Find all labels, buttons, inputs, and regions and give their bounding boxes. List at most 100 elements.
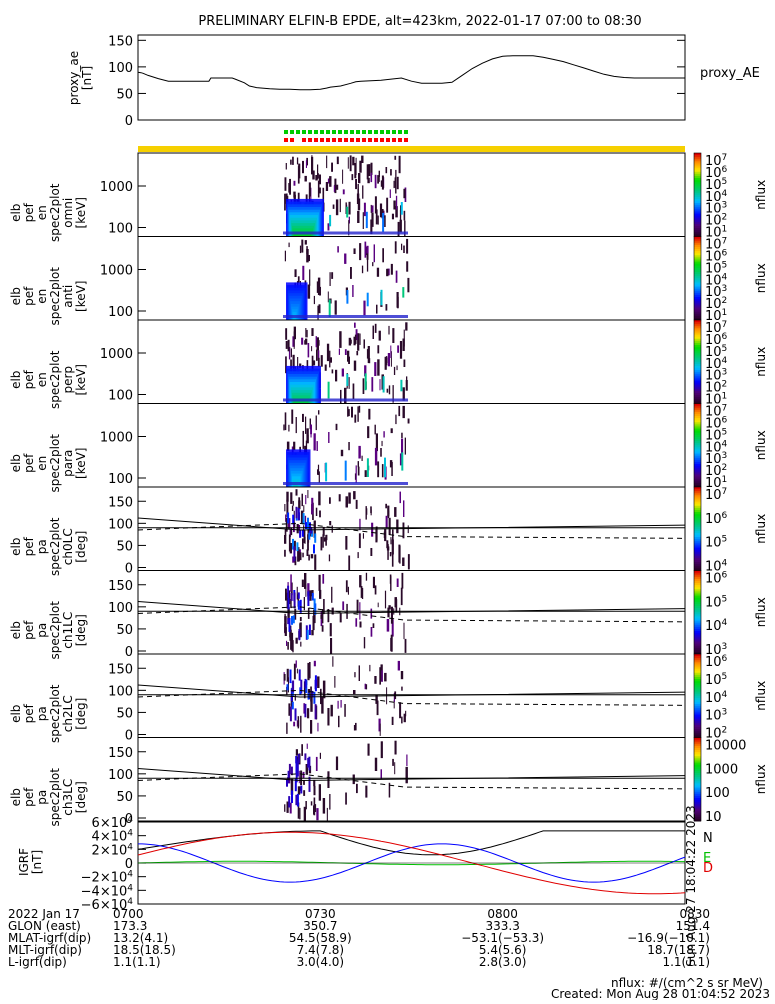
spectrogram-pixel (313, 779, 316, 787)
spectrogram-ylabel-line: elb (9, 287, 23, 305)
spectrogram-pixel (285, 588, 287, 601)
colorbar-label-text: nflux (754, 597, 768, 627)
spectrogram-pixel (289, 529, 291, 537)
colorbar-cell (694, 539, 701, 542)
spectrogram-pixel (348, 492, 351, 504)
colorbar-cell (694, 595, 701, 599)
colorbar-cell (694, 605, 701, 609)
spectrogram-streak (290, 593, 293, 601)
colorbar-cell (694, 342, 701, 346)
spectrogram-streak (288, 796, 291, 808)
ephemeris-green-mark (290, 130, 294, 134)
spectrogram-pixel (356, 783, 358, 794)
colorbar-cell (694, 192, 701, 196)
colorbar-cell (694, 207, 701, 210)
proxy-ae-ylabel-unit: [nT] (80, 66, 94, 90)
spectrogram-streak (288, 763, 291, 775)
spectrogram-pixel (376, 267, 380, 277)
colorbar-cell (694, 449, 701, 453)
spectrogram-pixel (335, 423, 338, 431)
spectrogram-pixel (332, 204, 335, 209)
spectrogram-pixel (374, 362, 377, 376)
spectrogram-pixel (312, 621, 315, 631)
spectrogram-ytick-label: 1000 (100, 264, 133, 279)
spectrogram-pixel (289, 802, 292, 814)
colorbar-frame (693, 737, 702, 822)
colorbar-tick-label: 102 (705, 726, 727, 742)
spectrogram-pixel (386, 388, 389, 393)
spectrogram-pixel (377, 175, 379, 184)
colorbar-label-text: nflux (754, 764, 768, 794)
spectrogram-ylabel-line: [keV] (74, 281, 88, 312)
colorbar-cell (694, 624, 701, 628)
spectrogram-pixel (304, 537, 306, 543)
anti-loss-cone-line (137, 689, 686, 706)
spectrogram-pixel (306, 157, 308, 166)
colorbar-cell (694, 489, 701, 492)
colorbar-tick-label: 104 (705, 618, 728, 634)
spectrogram-pixel (299, 245, 302, 254)
spectrogram-ylabel-line: elb (9, 371, 23, 389)
spectrogram-pixel (340, 389, 342, 407)
spectrogram-pixel (380, 180, 383, 187)
colorbar-cell (694, 474, 701, 478)
spectrogram-pixel (290, 527, 293, 536)
colorbar-cell (694, 269, 701, 273)
colorbar-cell (694, 303, 701, 306)
colorbar-cell (694, 545, 701, 549)
colorbar-label: nflux (754, 347, 768, 377)
footer-row-value: 1.1(1.1) (662, 955, 710, 969)
spectrogram-ylabel-line: elb (9, 204, 23, 222)
spectrogram-pixel (304, 515, 307, 524)
spectrogram-pixel (356, 193, 360, 204)
spectrogram-pixel (399, 209, 402, 227)
spectrogram-pixel (352, 285, 354, 297)
spectrogram-pixel (370, 627, 373, 637)
colorbar-cell (694, 775, 701, 778)
footer-row-label: MLT-igrf(dip) (8, 943, 82, 957)
spectrogram-pixel (342, 189, 345, 195)
colorbar-cell (694, 403, 701, 407)
spectrogram-pixel (292, 354, 295, 369)
spectrogram-pixel (379, 723, 381, 736)
spectrogram-pixel (313, 609, 316, 624)
colorbar-label: nflux (754, 180, 768, 210)
spectrogram-pixel (287, 582, 289, 588)
colorbar-cell (694, 461, 701, 465)
colorbar-label: nflux (754, 764, 768, 794)
spectrogram-pixel (296, 668, 298, 674)
colorbar-tick-label: 106 (705, 571, 728, 587)
spectrogram-floor (283, 315, 408, 318)
spectrogram-pixel (358, 533, 361, 549)
spectrogram-pixel (400, 587, 403, 606)
proxy-ae-line (137, 55, 685, 91)
spectrogram-pixel (320, 355, 323, 367)
spectrogram-pixel (291, 409, 294, 424)
spectrogram-pixel (299, 617, 302, 622)
colorbar-cell (694, 230, 701, 233)
spectrogram-pixel (316, 337, 319, 351)
colorbar-cell (694, 330, 701, 334)
spectrogram-pixel (299, 623, 301, 634)
spectrogram-pixel (349, 339, 352, 344)
spectrogram-ytick-label: 50 (116, 539, 133, 554)
spectrogram-pixel (286, 801, 289, 813)
spectrogram-pixel (297, 802, 300, 819)
spectrogram-pixel (365, 572, 368, 581)
colorbar-cell (694, 178, 701, 181)
spectrogram-pixel (297, 276, 300, 283)
spectrogram-pixel (353, 248, 356, 254)
spectrogram-streak (292, 538, 294, 550)
spectrogram-pixel (348, 220, 350, 236)
spectrogram-pixel (349, 155, 352, 172)
colorbar-cell (694, 472, 701, 475)
colorbar-cell (694, 589, 701, 592)
colorbar-cell (694, 666, 701, 670)
colorbar-cell (694, 512, 701, 515)
loss-cone-line (137, 601, 686, 614)
spectrogram-streak (314, 679, 317, 690)
colorbar-cell (694, 365, 701, 369)
spectrogram-pixel (367, 177, 370, 184)
colorbar-cell (694, 497, 701, 501)
spectrogram-pixel (325, 535, 327, 546)
